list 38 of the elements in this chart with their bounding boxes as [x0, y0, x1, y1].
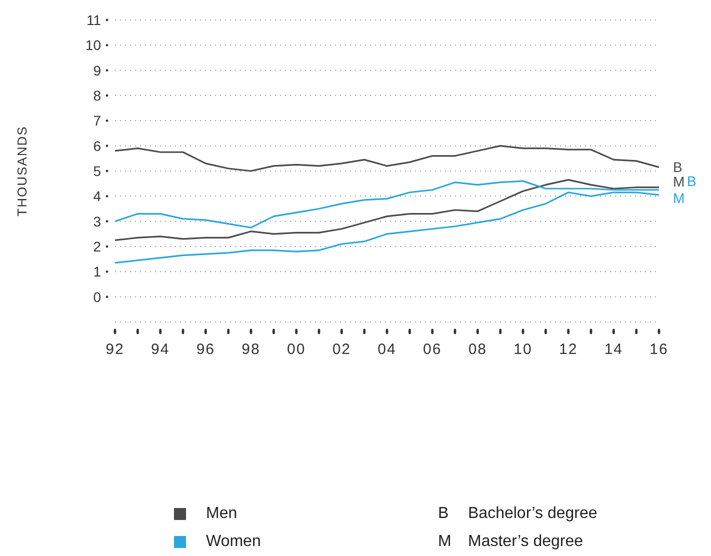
series-label: M — [673, 190, 685, 206]
series-label: M — [673, 173, 685, 190]
text: Bachelor’s degree — [468, 504, 598, 524]
y-tick-label: 2 — [93, 238, 102, 254]
text: Women — [206, 532, 261, 552]
text: M — [438, 532, 452, 552]
y-tick-label: 7 — [93, 112, 102, 129]
y-tick-label: 1 — [93, 264, 102, 280]
x-tick-label: 00 — [286, 341, 306, 358]
x-tick-label: 08 — [468, 341, 488, 358]
x-tick-label: 92 — [106, 341, 124, 358]
y-tick-label: 0 — [93, 288, 102, 305]
x-tick-label: 06 — [422, 341, 442, 358]
x-tick-label: 16 — [650, 341, 668, 358]
x-tick-label: 94 — [150, 341, 170, 358]
x-tick-label: 02 — [332, 341, 352, 358]
y-tick-label: 9 — [93, 62, 102, 78]
text: B — [438, 504, 450, 524]
text: Master’s degree — [468, 532, 584, 552]
y-tick-label: 3 — [93, 213, 102, 230]
x-tick-label: 10 — [514, 341, 532, 358]
y-tick-label: 4 — [93, 188, 102, 204]
y-tick-label: 8 — [93, 88, 102, 104]
line-series — [115, 179, 659, 242]
y-tick-label: 6 — [93, 138, 102, 154]
y-tick-label: 5 — [93, 163, 102, 179]
series-label: B — [673, 159, 682, 176]
y-tick-label: 10 — [85, 37, 102, 54]
text: B — [687, 172, 696, 189]
x-tick-label: 14 — [604, 341, 624, 358]
text: Men — [206, 504, 238, 524]
line-series — [115, 145, 659, 172]
x-tick-label: 12 — [558, 341, 578, 358]
y-axis-title: THOUSANDS — [14, 126, 30, 216]
x-tick-label: 04 — [378, 341, 396, 358]
y-tick-label: 11 — [86, 12, 102, 28]
x-tick-label: 98 — [242, 341, 260, 358]
x-tick-label: 96 — [196, 341, 216, 358]
